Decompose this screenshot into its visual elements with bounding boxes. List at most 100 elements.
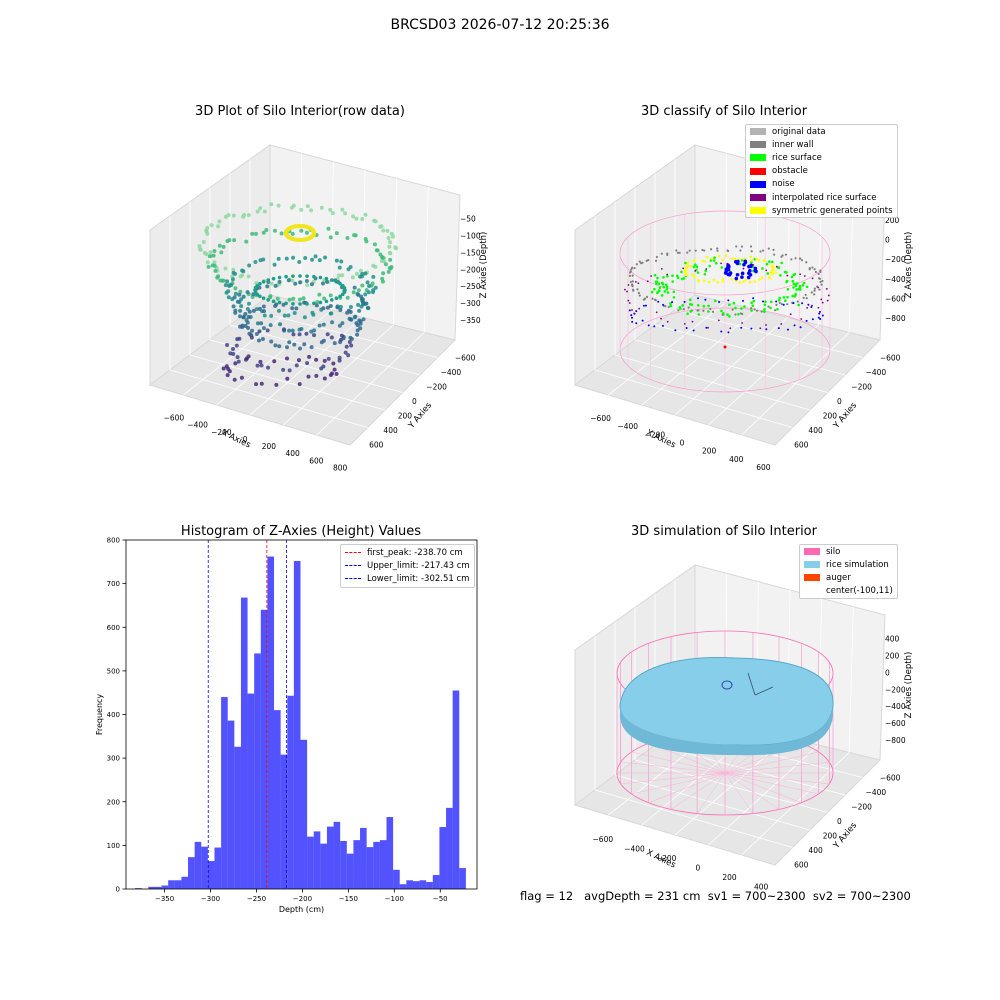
classify-point (655, 282, 658, 286)
raw-point (269, 202, 274, 207)
simulation-grid-line (848, 606, 854, 753)
raw-point (349, 343, 354, 348)
simulation-ztick-label: 200 (885, 652, 900, 661)
classify-point (633, 266, 636, 270)
raw-point (238, 308, 243, 313)
classify-point (721, 277, 725, 281)
histogram-bar (207, 861, 215, 889)
raw-point (297, 259, 302, 264)
raw-point (337, 358, 342, 363)
classify-point (707, 310, 710, 313)
raw-point (305, 204, 310, 209)
raw-point (274, 382, 279, 387)
raw-point (353, 233, 358, 238)
simulation-ytick-label: 0 (837, 817, 842, 826)
raw-point (297, 382, 302, 387)
classify-point (749, 245, 753, 248)
classify-point (821, 279, 824, 283)
classify-point (780, 261, 783, 265)
histogram-ytick-label: 400 (107, 711, 120, 719)
classify-point (636, 288, 639, 291)
raw-point (304, 230, 309, 235)
raw-point (221, 278, 226, 283)
classify-point (750, 250, 753, 253)
raw-point (262, 313, 267, 318)
raw-point (325, 279, 330, 284)
raw-point (253, 260, 258, 265)
raw-point (387, 265, 392, 270)
simulation-ztick-label: 0 (885, 668, 890, 677)
classify-point (708, 264, 711, 268)
classify-point (677, 309, 680, 312)
classify-point (707, 280, 711, 284)
raw-point (318, 300, 323, 305)
histogram-bar (346, 853, 354, 889)
simulation-silo-wire (648, 772, 726, 803)
classify-point (716, 280, 720, 284)
raw-point (337, 323, 342, 328)
raw-xtick-label: 0 (243, 435, 248, 444)
classify-point (696, 278, 700, 282)
classify-point (763, 307, 766, 311)
histogram-bar (274, 710, 281, 889)
raw-point (310, 257, 315, 262)
raw-point (358, 268, 363, 273)
raw-point (366, 306, 371, 311)
classify-point (784, 253, 787, 256)
classify-point (764, 300, 767, 303)
classify-point (660, 252, 663, 255)
raw-point (233, 308, 238, 313)
raw-point (223, 266, 228, 271)
classify-point (658, 286, 662, 289)
raw-point (321, 306, 326, 311)
classify-point (775, 300, 778, 303)
classify-point (631, 280, 634, 283)
classify-point (758, 278, 762, 281)
raw-point (342, 286, 347, 290)
classify-point (642, 304, 645, 307)
simulation-silo-wire (724, 772, 754, 814)
histogram-bar (181, 876, 189, 889)
classify-point (635, 322, 638, 325)
simulation-silo-wire (724, 772, 819, 795)
classify-point (691, 273, 694, 276)
classify-point (638, 307, 641, 310)
raw-xlabel: X Axies (220, 428, 253, 451)
classify-point (793, 324, 796, 327)
raw-point (355, 292, 360, 297)
raw-point (375, 248, 380, 253)
raw-point (258, 294, 262, 299)
classify-point (720, 309, 723, 313)
classify-point (805, 319, 808, 322)
legend-label: silo (826, 546, 841, 557)
raw-xtick-label: 200 (262, 442, 277, 451)
classify-point (805, 297, 808, 300)
classify-point (685, 264, 689, 267)
classify-point (750, 259, 754, 262)
histogram-chart[interactable]: −350 −300 −250 −200 −150 −100 −50 0 100 200 300 400… (80, 530, 490, 920)
legend-label: rice surface (772, 152, 822, 163)
raw-point (210, 263, 215, 268)
legend-swatch (750, 207, 766, 215)
classify-point (753, 257, 757, 261)
classify-point (769, 306, 772, 310)
simulation-plot-title: 3D simulation of Silo Interior (631, 524, 817, 539)
classify-point (817, 286, 820, 289)
raw-ytick-label: 600 (369, 441, 384, 450)
legend-label: interpolated rice surface (772, 192, 877, 203)
raw-point (318, 275, 323, 280)
simulation-ytick-label: 400 (808, 846, 823, 855)
classify-point (792, 273, 796, 277)
raw-point (338, 337, 343, 342)
raw-point (317, 258, 322, 263)
raw-point (340, 292, 345, 297)
raw-ytick-label: −400 (441, 368, 462, 377)
raw-point (319, 340, 324, 345)
raw-point (287, 328, 292, 333)
raw-point (315, 299, 320, 304)
classify-ztick-label: −600 (885, 295, 906, 304)
raw-point (309, 282, 314, 287)
